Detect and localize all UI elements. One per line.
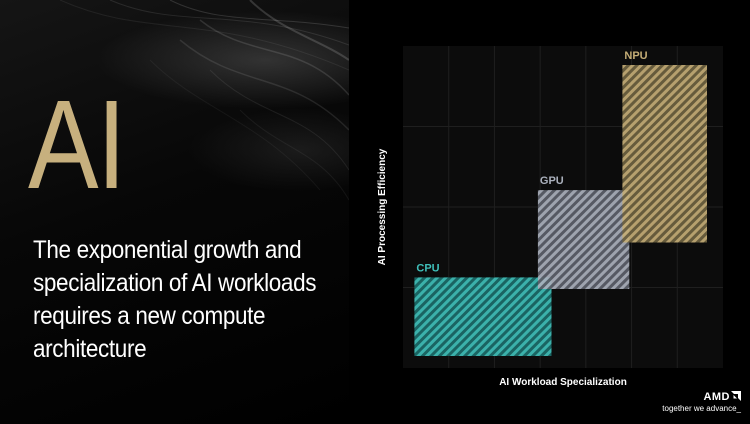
amd-logo-wordmark: AMD: [651, 391, 741, 403]
region-label-npu: NPU: [624, 50, 647, 62]
amd-arrow-icon: [731, 391, 741, 401]
region-label-gpu: GPU: [540, 175, 564, 187]
region-label-layer: CPU GPU NPU: [416, 50, 647, 274]
y-axis-label: AI Processing Efficiency: [377, 148, 388, 266]
slide-left-panel: AI The exponential growth and specializa…: [0, 0, 349, 424]
slide-tagline: The exponential growth and specializatio…: [33, 236, 317, 363]
amd-tagline: together we advance_: [662, 404, 741, 413]
amd-logo: AMD together we advance_: [651, 391, 741, 414]
slide-heading: AI: [28, 74, 126, 215]
region-layer: [414, 65, 707, 356]
background-wave-texture: [59, 0, 349, 201]
region-cpu: [414, 277, 552, 356]
region-npu: [622, 65, 707, 243]
region-label-cpu: CPU: [416, 262, 439, 274]
region-gpu: [537, 190, 630, 289]
x-axis-label: AI Workload Specialization: [499, 377, 627, 388]
